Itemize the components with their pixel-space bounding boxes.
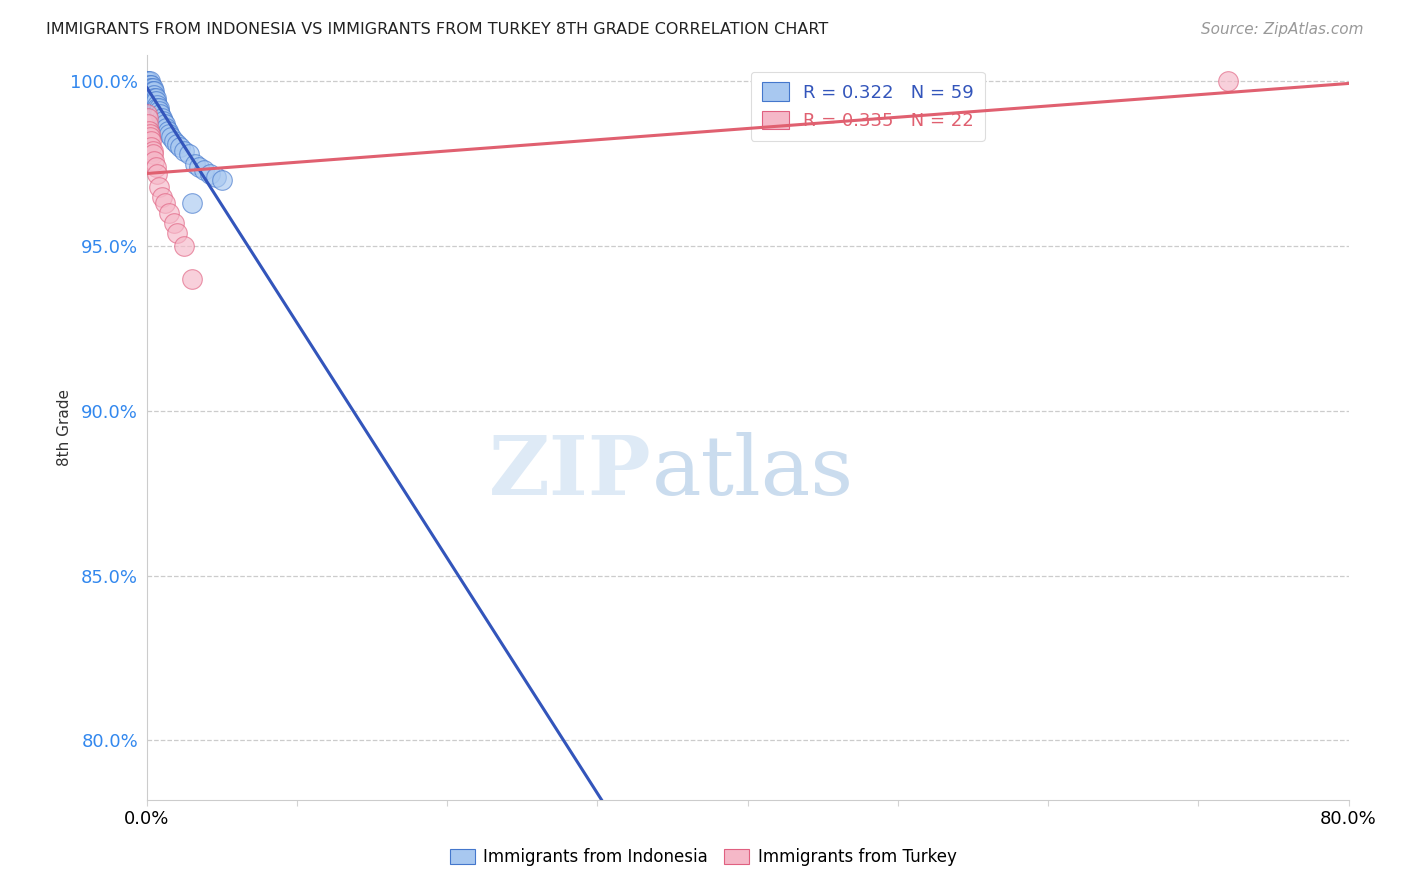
Point [138, 81, 160, 95]
Point [138, 81, 160, 95]
Point [138, 78, 160, 92]
Point [139, 134, 162, 148]
Point [139, 78, 162, 92]
Point [142, 91, 165, 105]
Point [138, 84, 160, 98]
Point [136, 111, 159, 125]
Point [166, 226, 188, 240]
Point [159, 130, 181, 145]
Point [136, 117, 159, 131]
Text: ZIP: ZIP [489, 432, 651, 512]
Point [146, 167, 169, 181]
Point [143, 153, 166, 168]
Point [138, 87, 160, 102]
Point [139, 84, 162, 98]
Point [148, 104, 170, 119]
Legend: R = 0.322   N = 59, R = 0.335   N = 22: R = 0.322 N = 59, R = 0.335 N = 22 [751, 71, 984, 141]
Text: IMMIGRANTS FROM INDONESIA VS IMMIGRANTS FROM TURKEY 8TH GRADE CORRELATION CHART: IMMIGRANTS FROM INDONESIA VS IMMIGRANTS … [46, 22, 828, 37]
Point [143, 87, 166, 102]
Point [173, 239, 195, 253]
Point [138, 124, 160, 138]
Point [142, 95, 165, 109]
Point [152, 114, 174, 128]
Point [153, 117, 176, 131]
Point [145, 95, 167, 109]
Point [145, 160, 167, 174]
Text: atlas: atlas [651, 432, 853, 512]
Point [139, 84, 162, 98]
Point [180, 196, 202, 211]
Point [141, 91, 163, 105]
Point [169, 140, 191, 154]
Point [145, 91, 167, 105]
Point [157, 127, 180, 141]
Point [142, 87, 165, 102]
Point [211, 173, 233, 187]
Text: Source: ZipAtlas.com: Source: ZipAtlas.com [1201, 22, 1364, 37]
Point [139, 81, 162, 95]
Point [153, 196, 176, 211]
Point [149, 107, 172, 121]
Point [138, 127, 160, 141]
Point [155, 120, 177, 135]
Point [156, 124, 179, 138]
Point [142, 84, 165, 98]
Point [198, 167, 221, 181]
Point [141, 84, 163, 98]
Point [143, 95, 166, 109]
Point [139, 81, 162, 95]
Point [143, 91, 166, 105]
Point [204, 169, 226, 184]
Point [146, 97, 169, 112]
Point [148, 180, 170, 194]
Point [136, 81, 159, 95]
Point [136, 107, 159, 121]
Point [139, 87, 162, 102]
Point [162, 134, 184, 148]
Point [138, 78, 160, 92]
Point [180, 272, 202, 286]
Point [146, 101, 169, 115]
Point [142, 147, 165, 161]
Point [193, 163, 215, 178]
Point [142, 81, 165, 95]
Point [143, 84, 166, 98]
Point [136, 78, 159, 92]
Point [173, 144, 195, 158]
Point [138, 74, 160, 88]
Point [177, 147, 200, 161]
Point [136, 84, 159, 98]
Point [136, 74, 159, 88]
Point [150, 111, 173, 125]
Point [157, 206, 180, 220]
Point [136, 78, 159, 92]
Point [136, 78, 159, 92]
Point [138, 84, 160, 98]
Point [142, 144, 165, 158]
Point [166, 137, 188, 152]
Point [183, 157, 205, 171]
Point [188, 160, 211, 174]
Point [136, 74, 159, 88]
Point [139, 140, 162, 154]
Point [162, 216, 184, 230]
Point [1218, 74, 1240, 88]
Point [150, 190, 173, 204]
Point [148, 101, 170, 115]
Y-axis label: 8th Grade: 8th Grade [58, 389, 72, 466]
Point [138, 130, 160, 145]
Point [138, 87, 160, 102]
Legend: Immigrants from Indonesia, Immigrants from Turkey: Immigrants from Indonesia, Immigrants fr… [443, 842, 963, 873]
